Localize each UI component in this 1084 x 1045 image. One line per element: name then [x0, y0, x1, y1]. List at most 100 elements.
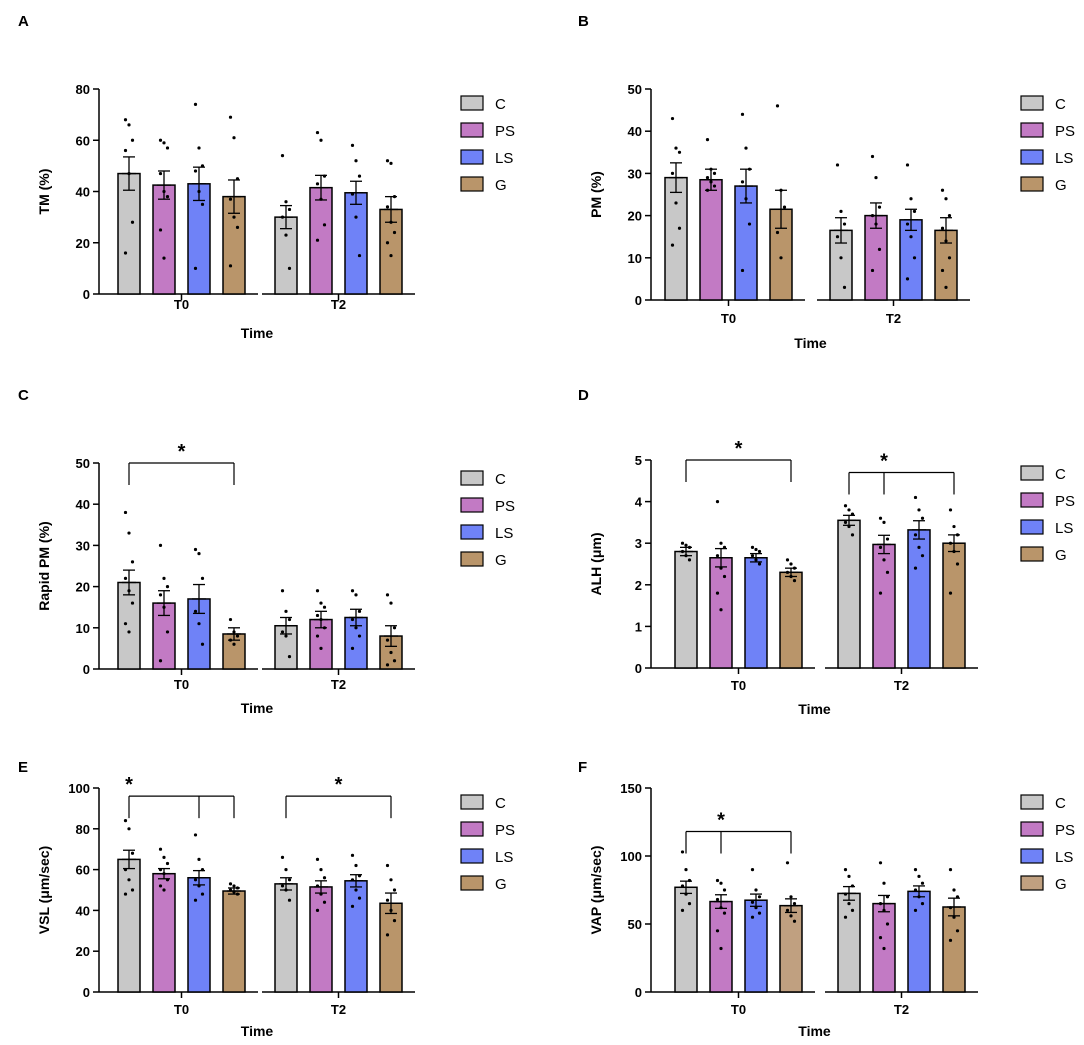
- data-point: [754, 888, 758, 892]
- data-point: [280, 630, 285, 634]
- data-point: [850, 512, 855, 516]
- data-point: [719, 906, 723, 910]
- data-point: [885, 922, 890, 926]
- data-point: [319, 617, 323, 622]
- data-point: [315, 589, 320, 593]
- legend-label-PS: PS: [495, 498, 515, 515]
- data-point: [235, 886, 240, 890]
- data-point: [909, 235, 913, 239]
- data-point: [684, 868, 688, 872]
- data-point: [127, 123, 131, 127]
- data-point: [165, 585, 170, 589]
- data-point: [842, 222, 847, 226]
- legend-swatch-LS: [1020, 519, 1044, 535]
- y-tick-label: 0: [635, 985, 642, 1000]
- data-point: [757, 895, 762, 899]
- data-point: [232, 642, 236, 646]
- y-tick-label: 3: [635, 536, 642, 551]
- bar-LS-T0: [187, 877, 211, 993]
- bar-LS-T2: [907, 890, 931, 993]
- data-point: [232, 215, 236, 219]
- y-tick-label: 100: [620, 849, 642, 864]
- x-tick-label: T2: [331, 677, 346, 692]
- data-point: [785, 570, 790, 574]
- data-point: [789, 914, 793, 918]
- data-point: [130, 601, 135, 605]
- data-point: [677, 226, 682, 230]
- y-tick-label: 20: [628, 209, 642, 224]
- data-point: [350, 904, 355, 908]
- data-point: [722, 574, 727, 579]
- panel-letter: B: [578, 13, 589, 30]
- data-point: [948, 906, 953, 910]
- legend-label-PS: PS: [1055, 822, 1075, 839]
- bar-C-T0: [117, 172, 141, 295]
- data-point: [287, 207, 292, 212]
- significance-star: *: [125, 774, 133, 796]
- data-point: [740, 180, 745, 184]
- panel-letter: E: [18, 759, 28, 776]
- data-point: [158, 228, 163, 232]
- data-point: [322, 626, 327, 630]
- legend-swatch-PS: [1020, 492, 1044, 508]
- x-tick-label: T0: [174, 1002, 189, 1017]
- data-point: [287, 266, 292, 270]
- data-point: [843, 520, 848, 525]
- data-point: [687, 878, 692, 883]
- data-point: [905, 163, 910, 167]
- y-tick-label: 10: [76, 621, 90, 636]
- bar-C-T0: [674, 886, 698, 993]
- data-point: [847, 902, 851, 906]
- legend-label-G: G: [495, 876, 507, 893]
- data-point: [882, 908, 886, 913]
- data-point: [677, 150, 682, 154]
- data-point: [389, 601, 393, 605]
- y-axis-title: VAP (μm/sec): [588, 846, 604, 935]
- data-point: [200, 576, 205, 580]
- legend-swatch-C: [460, 470, 484, 486]
- data-point: [719, 566, 723, 570]
- data-point: [162, 605, 166, 609]
- data-point: [127, 827, 131, 831]
- data-point: [350, 192, 355, 196]
- data-point: [750, 554, 755, 558]
- y-axis-title: VSL (μm/sec): [36, 846, 52, 934]
- legend-swatch-G: [460, 176, 484, 192]
- data-point: [392, 919, 397, 923]
- y-tick-label: 100: [68, 781, 90, 796]
- data-point: [885, 570, 890, 574]
- data-point: [705, 138, 710, 142]
- data-point: [754, 906, 758, 910]
- legend-label-LS: LS: [1055, 150, 1073, 167]
- data-point: [322, 223, 327, 227]
- data-point: [750, 915, 755, 919]
- data-point: [235, 892, 240, 896]
- y-tick-label: 50: [628, 917, 642, 932]
- data-point: [874, 176, 878, 180]
- data-point: [385, 663, 390, 667]
- data-point: [130, 888, 135, 892]
- data-point: [917, 508, 921, 512]
- data-point: [200, 202, 205, 206]
- legend-label-C: C: [495, 96, 506, 113]
- y-tick-label: 1: [635, 619, 642, 634]
- y-tick-label: 0: [83, 662, 90, 677]
- data-point: [680, 850, 685, 854]
- legend-label-LS: LS: [1055, 520, 1073, 537]
- data-point: [319, 197, 323, 201]
- bar-LS-T2: [344, 880, 368, 993]
- data-point: [715, 591, 720, 595]
- data-point: [722, 911, 727, 915]
- data-point: [228, 115, 233, 119]
- data-point: [913, 868, 918, 872]
- data-point: [948, 938, 953, 942]
- data-point: [162, 189, 166, 194]
- y-axis-title: TM (%): [36, 169, 52, 215]
- data-point: [357, 896, 362, 900]
- data-point: [354, 863, 358, 868]
- data-point: [920, 881, 925, 885]
- legend-swatch-G: [460, 875, 484, 891]
- data-point: [785, 558, 790, 562]
- data-point: [709, 167, 713, 171]
- data-point: [940, 188, 945, 192]
